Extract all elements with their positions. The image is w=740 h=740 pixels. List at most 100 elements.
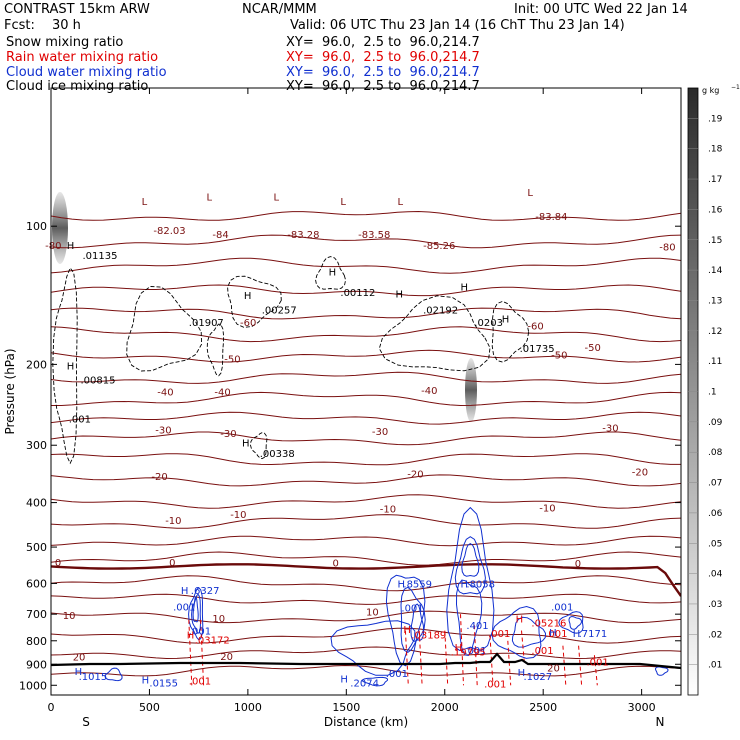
isotherm-label: -20 [151,472,167,483]
low-marker: L [207,193,213,204]
rain-contour [578,645,583,686]
high-marker: H [142,675,150,686]
x-tick-label: 2000 [431,701,459,714]
x-axis-label: Distance (km) [324,715,408,729]
isotherm-label: 0 [333,558,339,569]
cloud-water-contour [361,676,388,687]
y-tick-label: 400 [26,497,47,510]
high-marker: H [461,580,469,591]
high-marker: H [181,586,189,597]
rain-label: .19795 [451,648,486,659]
rain-contour [200,619,205,686]
isotherm-line [51,411,681,425]
cloud-ice-label: .001 [69,415,91,426]
colorbar-tick-label: .18 [708,145,723,155]
cloud-water-label: .001 [551,603,573,614]
cloud-water-label: .001 [189,627,211,638]
isotherm-label: 0 [169,558,175,569]
rain-label: .001 [488,629,510,640]
low-marker: L [340,197,346,208]
isotherm-line [51,575,681,592]
high-marker: H [573,629,581,640]
cloud-water-contour [191,593,202,634]
isotherm-label: 0 [55,558,61,569]
isotherm-label: -20 [407,470,423,481]
forecast-hour: 30 h [52,18,81,33]
field-name-cloud-water: Cloud water mixing ratio [6,65,167,80]
snow-shading-center [465,358,477,422]
isotherm-line [51,494,681,509]
cloud-water-contour [385,574,426,667]
freezing-level-line [51,563,681,597]
colorbar-tick-label: .07 [708,479,722,489]
rain-label: .001 [484,679,506,690]
high-marker: H [516,615,524,626]
isotherm-label: -80 [659,243,675,254]
rain-contour [473,625,478,686]
high-marker: H [244,291,252,302]
low-marker: L [527,188,533,199]
rain-contour [444,630,449,686]
cloud-water-contour [461,543,480,577]
terrain-surface [50,652,682,670]
colorbar-tick-label: .14 [708,266,723,276]
high-marker: H [461,282,469,293]
isotherm-label: -30 [372,427,388,438]
cloud-ice-label: .01135 [83,251,118,262]
isotherm-label: -85.26 [423,241,455,252]
cloud-ice-contour [227,275,282,328]
isotherm-label: -84 [212,230,228,241]
isotherm-label: -83.28 [287,230,319,241]
colorbar-tick-label: .03 [708,600,722,610]
isotherm-line [51,593,681,605]
cloud-ice-label: .00257 [262,306,297,317]
colorbar-tick-label: .06 [708,509,723,519]
isotherm-line [51,391,681,407]
colorbar-unit-exponent: −1 [731,84,740,91]
high-marker: H [67,241,75,252]
colorbar-tick-label: .13 [708,296,722,306]
cloud-ice-label: .01907 [189,318,224,329]
isotherm-label: 20 [547,663,560,674]
colorbar-tick-label: .19 [708,114,723,124]
cloud-ice-contour [206,323,225,377]
cloud-water-label: .8058 [466,580,495,591]
cloud-water-label: .401 [466,621,488,632]
field-xy-cloud-water: XY= 96.0, 2.5 to 96.0,214.7 [286,65,480,80]
isotherm-line [51,307,681,320]
isotherm-label: -30 [155,426,171,437]
cloud-water-label: .2074 [350,678,379,689]
high-marker: H [403,625,411,636]
isotherm-label: -60 [527,322,543,333]
valid-time: Valid: 06 UTC Thu 23 Jan 14 (16 ChT Thu … [290,18,625,33]
isotherm-label: -30 [220,429,236,440]
cloud-water-label: .001 [173,603,195,614]
isotherm-line [51,627,681,644]
isotherm-label: 20 [220,652,233,663]
colorbar-tick-label: .11 [708,357,722,367]
high-marker: H [67,361,75,372]
rain-label: .001 [545,629,567,640]
cloud-ice-contour [126,286,203,372]
rain-contour [418,630,423,686]
isotherm-label: -83.58 [358,230,390,241]
isotherm-label: 0 [575,559,581,570]
isotherm-line [51,551,681,566]
south-end-label: S [82,715,90,729]
rain-contour [404,630,409,686]
cloud-ice-label: .01735 [520,344,555,355]
x-tick-label: 0 [48,701,55,714]
rain-label: .001 [189,676,211,687]
colorbar-tick-label: .15 [708,236,722,246]
field-name-rain: Rain water mixing ratio [6,50,159,65]
isotherm-line [51,257,681,274]
colorbar-tick-label: .17 [708,175,722,185]
cloud-water-label: .0155 [149,678,178,689]
cloud-water-contour [654,666,669,676]
isotherm-label: -10 [380,504,396,515]
colorbar-tick-label: .16 [708,205,723,215]
rain-contour [188,619,193,686]
cloud-water-contour [568,616,582,630]
cloud-water-label: .001 [401,603,423,614]
isotherm-line [51,284,681,297]
